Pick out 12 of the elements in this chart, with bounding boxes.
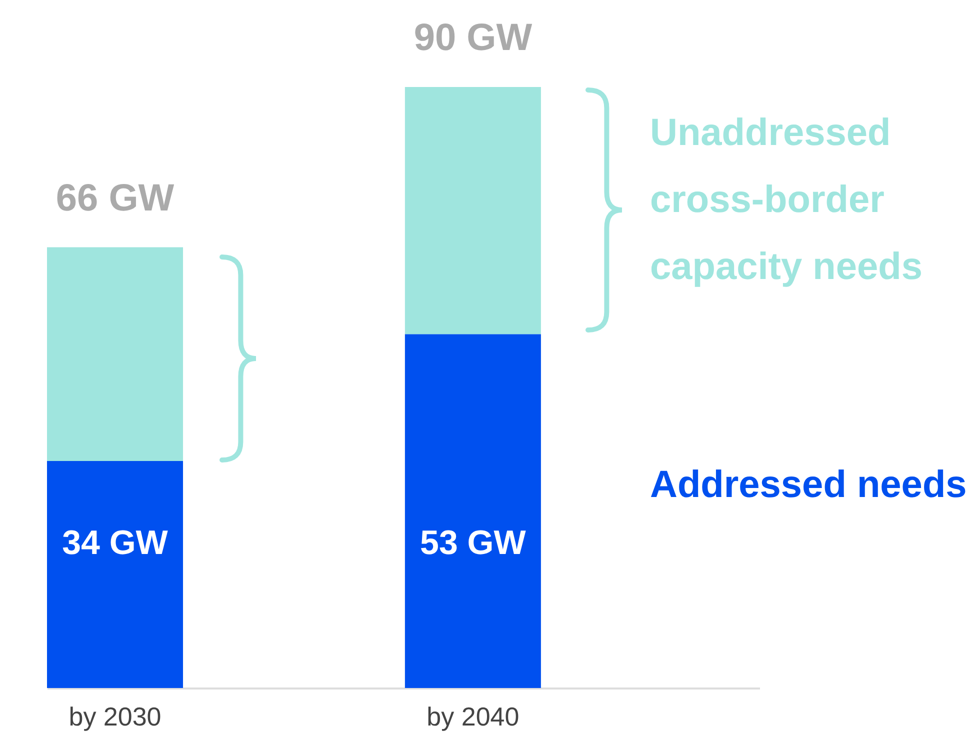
bar	[404, 87, 541, 334]
x-tick-label: by 2040	[426, 702, 520, 732]
bar	[47, 247, 184, 461]
data-label: 34 GW	[62, 524, 169, 562]
total-label: 66 GW	[56, 177, 174, 220]
bar	[47, 460, 184, 688]
data-label: 53 GW	[420, 524, 527, 562]
x-tick-label: by 2030	[68, 702, 162, 732]
text: Unaddressed cross-border capacity needs	[650, 111, 924, 290]
text: Addressed needs	[650, 463, 967, 508]
bar	[404, 334, 541, 688]
total-label: 90 GW	[414, 17, 532, 59]
